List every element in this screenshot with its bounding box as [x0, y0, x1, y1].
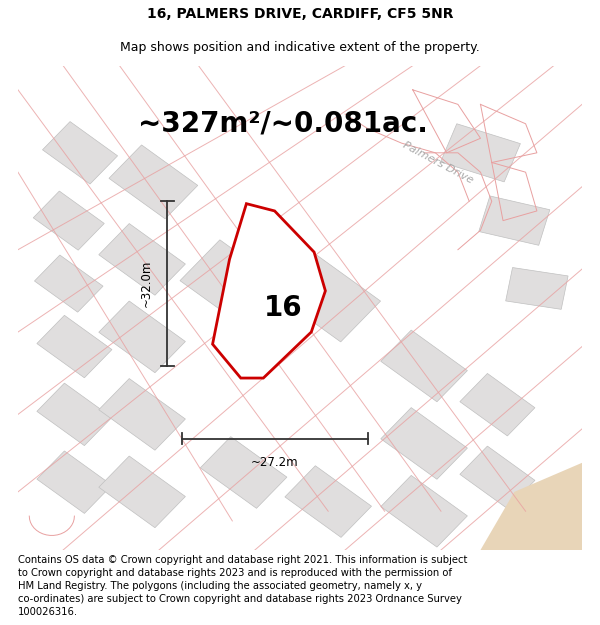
Polygon shape: [381, 408, 467, 479]
Text: 16, PALMERS DRIVE, CARDIFF, CF5 5NR: 16, PALMERS DRIVE, CARDIFF, CF5 5NR: [147, 8, 453, 21]
Polygon shape: [200, 437, 287, 508]
Polygon shape: [37, 451, 112, 513]
Text: Contains OS data © Crown copyright and database right 2021. This information is : Contains OS data © Crown copyright and d…: [18, 554, 467, 618]
Polygon shape: [37, 383, 112, 446]
Polygon shape: [285, 466, 371, 538]
Text: ~32.0m: ~32.0m: [140, 260, 152, 308]
Polygon shape: [109, 145, 198, 219]
Text: Map shows position and indicative extent of the property.: Map shows position and indicative extent…: [120, 41, 480, 54]
Polygon shape: [99, 301, 185, 372]
Text: ~327m²/~0.081ac.: ~327m²/~0.081ac.: [138, 110, 428, 138]
Text: Palmers Drive: Palmers Drive: [401, 140, 475, 185]
Polygon shape: [381, 476, 467, 547]
Polygon shape: [506, 268, 568, 309]
Polygon shape: [460, 446, 535, 509]
Polygon shape: [212, 204, 325, 378]
Polygon shape: [479, 196, 550, 245]
Polygon shape: [43, 122, 118, 184]
Polygon shape: [34, 255, 103, 312]
Polygon shape: [37, 316, 112, 378]
Polygon shape: [276, 254, 380, 342]
Text: ~27.2m: ~27.2m: [251, 456, 298, 469]
Polygon shape: [33, 191, 104, 250]
Text: 16: 16: [264, 294, 302, 322]
Polygon shape: [99, 379, 185, 450]
Polygon shape: [481, 462, 582, 550]
Polygon shape: [460, 374, 535, 436]
Polygon shape: [180, 240, 284, 328]
Polygon shape: [99, 456, 185, 528]
Polygon shape: [440, 124, 520, 182]
Polygon shape: [381, 330, 467, 402]
Polygon shape: [99, 224, 185, 295]
